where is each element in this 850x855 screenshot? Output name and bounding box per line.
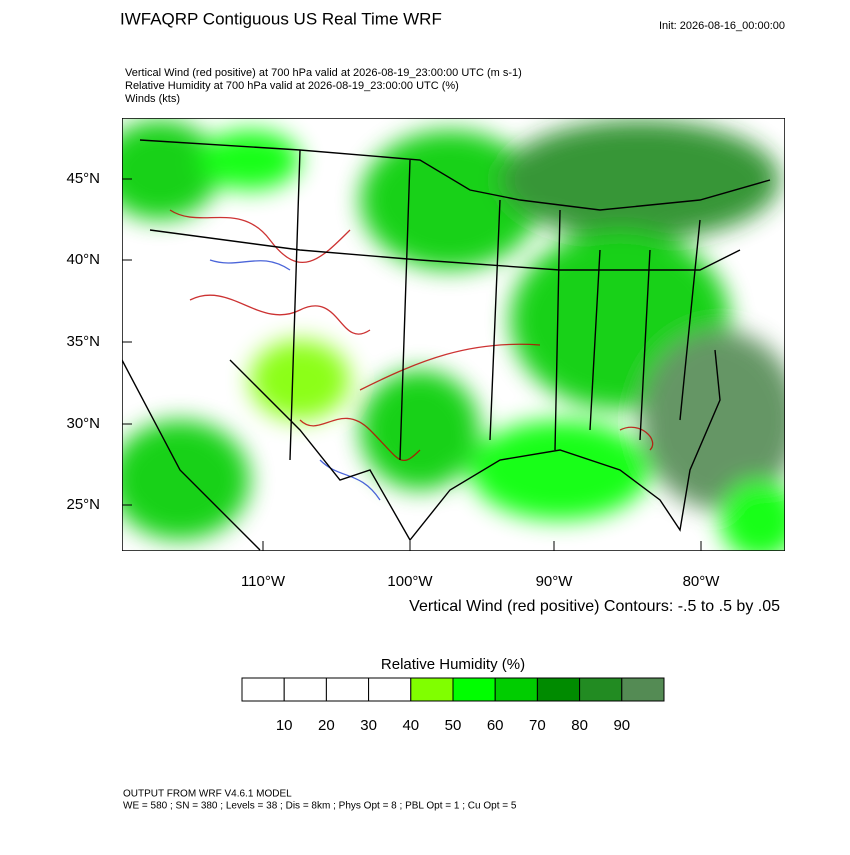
lat-label: 30°N — [66, 415, 100, 432]
title: IWFAQRP Contiguous US Real Time WRF — [120, 9, 442, 28]
lon-label: 80°W — [683, 573, 721, 590]
lat-label: 25°N — [66, 496, 100, 513]
colorbar-box — [410, 677, 454, 702]
colorbar-label: 80 — [571, 717, 588, 734]
lat-label: 35°N — [66, 333, 100, 350]
lon-label: 110°W — [241, 573, 286, 590]
subtitle-line: Relative Humidity at 700 hPa valid at 20… — [125, 80, 459, 92]
colorbar-label: 30 — [360, 717, 377, 734]
lon-label: 100°W — [387, 573, 433, 590]
subtitle-line: Vertical Wind (red positive) at 700 hPa … — [125, 67, 522, 79]
colorbar-label: 20 — [318, 717, 335, 734]
colorbar-label: 40 — [402, 717, 419, 734]
colorbar-box — [579, 677, 623, 702]
footer-line: WE = 580 ; SN = 380 ; Levels = 38 ; Dis … — [123, 801, 517, 812]
colorbar-label: 90 — [613, 717, 630, 734]
colorbar-box — [452, 677, 496, 702]
colorbar-box — [325, 677, 370, 702]
colorbar-label: 60 — [487, 717, 504, 734]
colorbar-label: 10 — [276, 717, 293, 734]
lon-label: 90°W — [536, 573, 574, 590]
colorbar-box — [283, 677, 327, 702]
colorbar-box — [241, 677, 285, 702]
colorbar-title: Relative Humidity (%) — [381, 656, 525, 673]
colorbar-label: 50 — [445, 717, 462, 734]
colorbar-box — [494, 677, 538, 702]
colorbar-label: 70 — [529, 717, 546, 734]
colorbar-box — [368, 677, 412, 702]
colorbar-box — [621, 677, 665, 702]
contour-note: Vertical Wind (red positive) Contours: -… — [409, 598, 780, 615]
lat-label: 45°N — [66, 170, 100, 187]
footer-line: OUTPUT FROM WRF V4.6.1 MODEL — [123, 789, 292, 800]
subtitle-line: Winds (kts) — [125, 93, 180, 105]
lat-label: 40°N — [66, 251, 100, 268]
map — [122, 118, 785, 551]
colorbar-box — [536, 677, 581, 702]
init-time: Init: 2026-08-16_00:00:00 — [659, 20, 785, 32]
